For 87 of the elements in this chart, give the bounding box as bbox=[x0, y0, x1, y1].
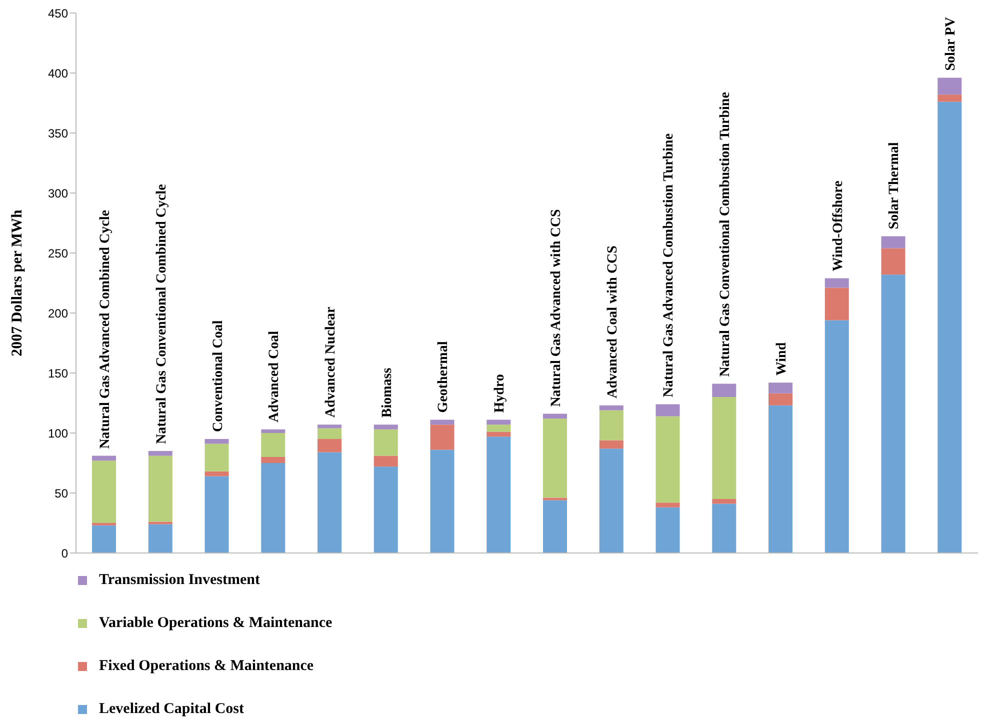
y-tick-label: 200 bbox=[48, 306, 68, 320]
bar bbox=[261, 429, 286, 433]
bar bbox=[712, 384, 736, 397]
bar bbox=[430, 420, 454, 425]
bar bbox=[261, 457, 286, 463]
bar bbox=[430, 450, 454, 553]
y-tick-label: 450 bbox=[48, 6, 68, 20]
x-tick-label: Conventional Coal bbox=[210, 320, 226, 432]
y-tick-label: 150 bbox=[48, 366, 68, 380]
bar bbox=[881, 236, 906, 248]
bar bbox=[92, 525, 116, 553]
x-tick-label: Natural Gas Advanced Combined Cycle bbox=[98, 210, 113, 449]
x-tick-label: Geothermal bbox=[436, 341, 452, 413]
bar bbox=[543, 418, 567, 498]
x-tick-label: Advanced Nuclear bbox=[324, 306, 338, 418]
bar bbox=[656, 507, 680, 553]
bar bbox=[543, 500, 567, 553]
x-tick-label: Natural Gas Advanced Combustion Turbine bbox=[662, 133, 677, 398]
bar bbox=[486, 432, 511, 437]
legend-label: Variable Operations & Maintenance bbox=[99, 615, 332, 632]
bar bbox=[318, 424, 342, 428]
bar bbox=[938, 94, 962, 102]
bar bbox=[543, 414, 567, 419]
bar bbox=[599, 440, 624, 449]
legend-label: Levelized Capital Cost bbox=[99, 701, 244, 718]
bar bbox=[768, 405, 792, 553]
bar bbox=[318, 452, 342, 553]
bar bbox=[599, 410, 624, 440]
bar bbox=[318, 428, 342, 439]
bar bbox=[204, 444, 229, 472]
x-tick-label: Solar PV bbox=[944, 16, 959, 71]
bar bbox=[486, 420, 511, 425]
bar bbox=[92, 456, 116, 461]
bar bbox=[712, 504, 736, 553]
x-tick-label: Advanced Coal with CCS bbox=[605, 245, 620, 398]
bar bbox=[204, 476, 229, 553]
bar bbox=[204, 439, 229, 444]
y-tick-label: 100 bbox=[48, 426, 68, 440]
y-tick-label: 0 bbox=[61, 546, 68, 560]
y-tick-label: 350 bbox=[48, 126, 68, 140]
bar bbox=[824, 320, 849, 553]
bar bbox=[599, 405, 624, 410]
legend-label: Transmission Investment bbox=[99, 572, 260, 589]
bar bbox=[318, 439, 342, 452]
bar bbox=[374, 466, 398, 553]
y-tick-label: 400 bbox=[48, 66, 68, 80]
x-tick-label: Hydro bbox=[492, 374, 508, 413]
bar bbox=[768, 382, 792, 394]
bar bbox=[148, 524, 172, 553]
x-tick-label: Biomass bbox=[380, 367, 395, 418]
bar bbox=[374, 429, 398, 456]
bar bbox=[824, 278, 849, 288]
bar bbox=[261, 463, 286, 553]
bar bbox=[374, 424, 398, 430]
y-tick-label: 300 bbox=[48, 186, 68, 200]
bar bbox=[486, 436, 511, 553]
bar bbox=[148, 451, 172, 456]
bar bbox=[374, 456, 398, 467]
bar bbox=[938, 102, 962, 553]
x-tick-label: Natural Gas Conventional Combined Cycle bbox=[154, 184, 170, 444]
bar bbox=[204, 471, 229, 476]
bar bbox=[92, 460, 116, 523]
x-tick-label: Wind bbox=[774, 342, 790, 376]
y-tick-label: 250 bbox=[48, 246, 68, 260]
bar bbox=[656, 502, 680, 508]
x-tick-label: Solar Thermal bbox=[887, 142, 902, 230]
bar bbox=[881, 274, 906, 553]
bar bbox=[656, 416, 680, 503]
legend-label: Fixed Operations & Maintenance bbox=[99, 658, 314, 675]
bar bbox=[430, 424, 454, 450]
x-tick-label: Wind-Offshore bbox=[830, 180, 846, 272]
bar bbox=[824, 288, 849, 320]
bar bbox=[261, 433, 286, 457]
x-tick-label: Advanced Coal bbox=[267, 330, 282, 422]
bar bbox=[656, 404, 680, 416]
x-tick-label: Natural Gas Advanced with CCS bbox=[549, 209, 564, 407]
bar bbox=[148, 456, 172, 522]
bar bbox=[881, 248, 906, 275]
bar bbox=[712, 499, 736, 504]
bar bbox=[712, 397, 736, 499]
y-tick-label: 50 bbox=[54, 486, 68, 500]
bar bbox=[486, 424, 511, 432]
bar bbox=[599, 448, 624, 553]
bar bbox=[938, 78, 962, 95]
y-axis-title: 2007 Dollars per MWh bbox=[9, 208, 26, 356]
x-tick-label: Natural Gas Conventional Combustion Turbine bbox=[718, 92, 734, 377]
bar bbox=[768, 393, 792, 406]
